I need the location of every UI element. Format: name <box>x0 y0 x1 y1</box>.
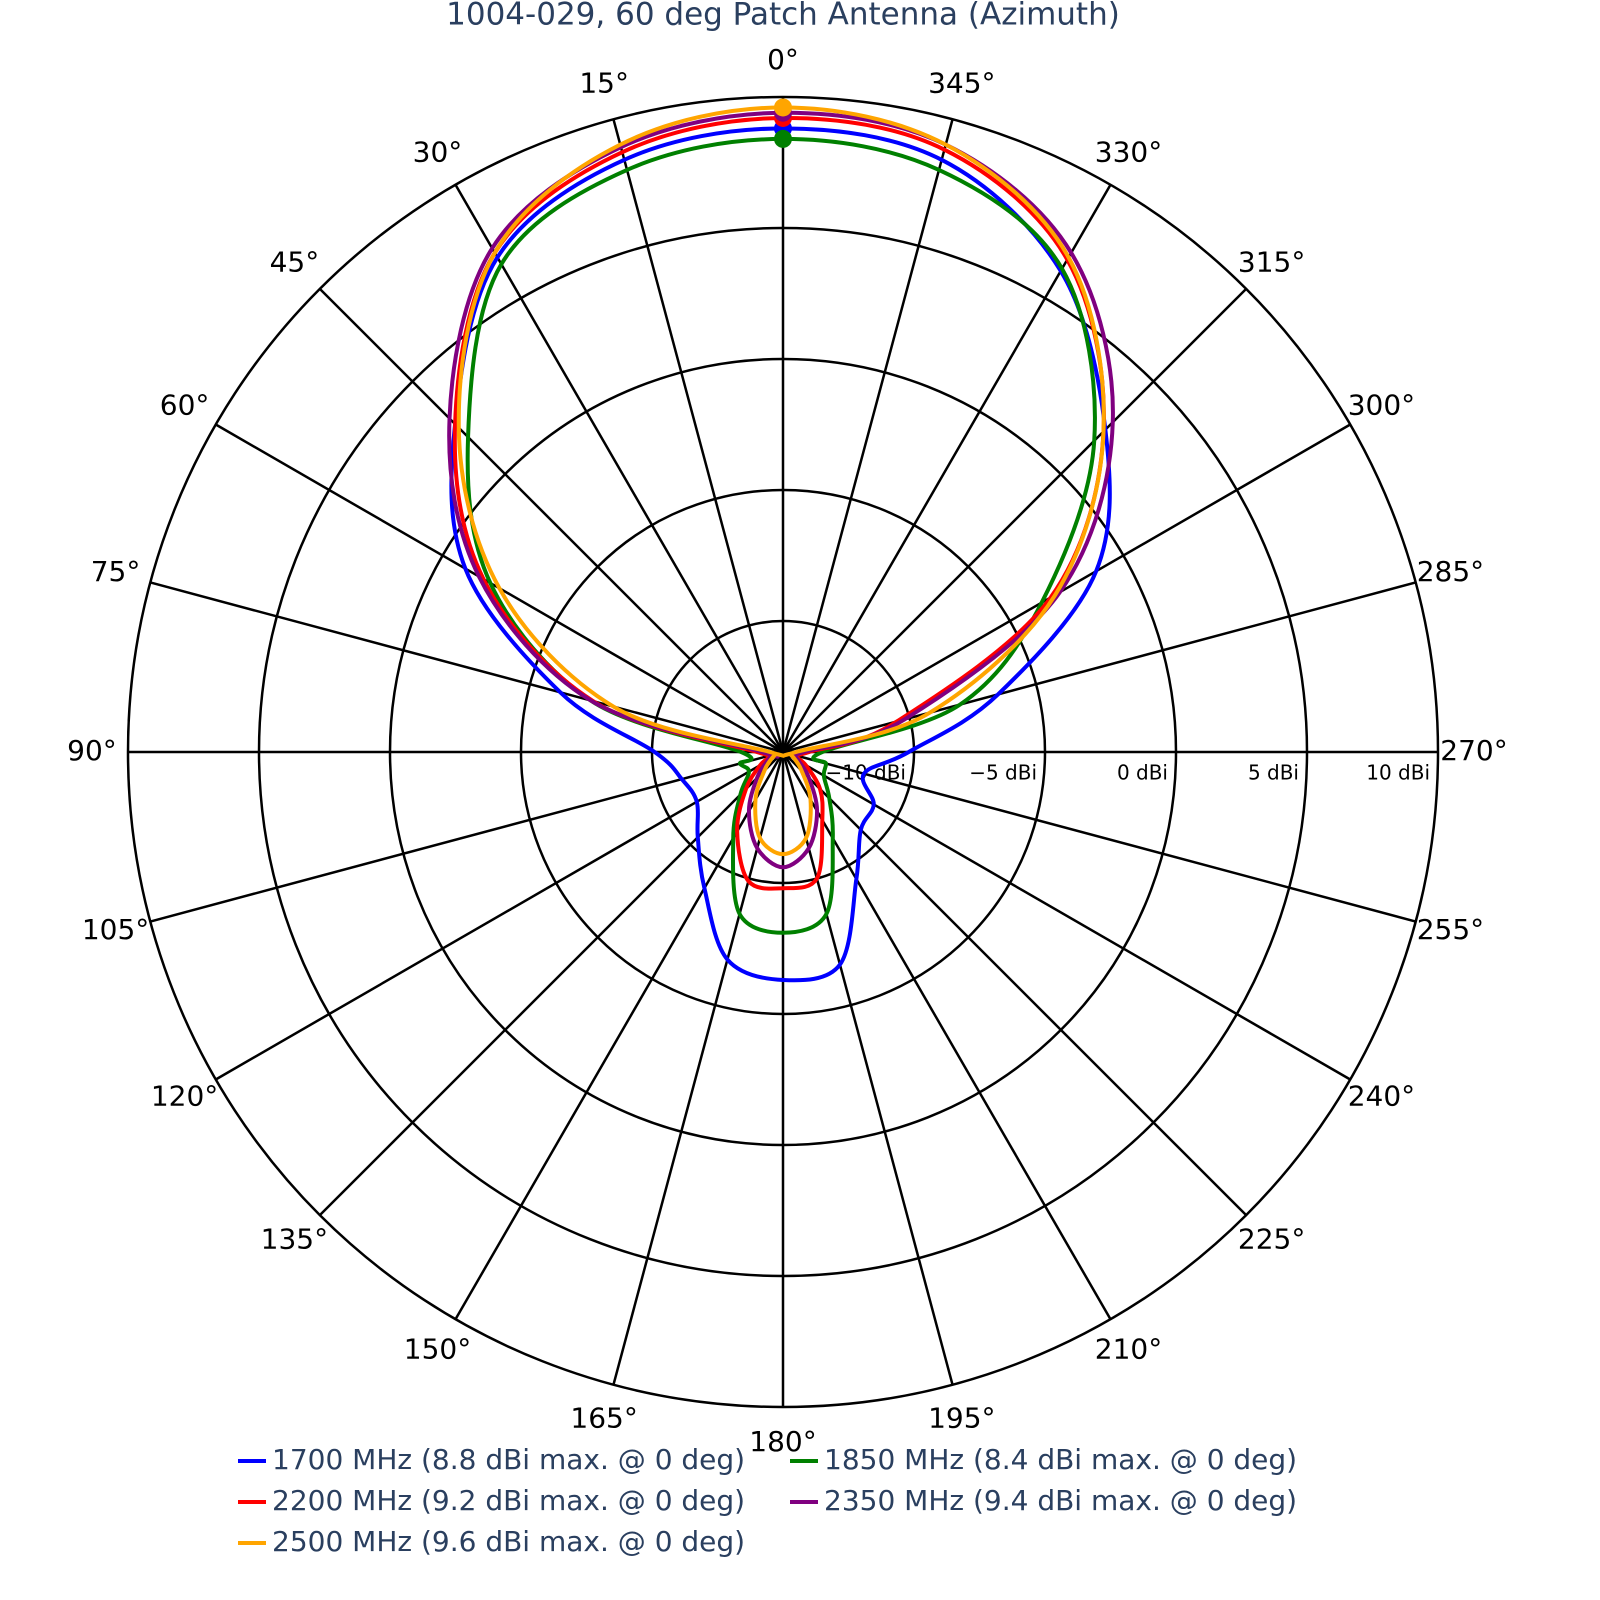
radial-tick-label: 5 dBi <box>1248 761 1299 785</box>
legend-label: 2200 MHz (9.2 dBi max. @ 0 deg) <box>272 1484 745 1517</box>
grid-spoke <box>782 750 1351 1081</box>
grid-spoke <box>781 118 954 753</box>
angular-tick-label: 90° <box>67 734 117 767</box>
angular-tick-label: 345° <box>928 67 995 100</box>
grid-spoke <box>149 750 784 923</box>
angular-tick-label: 255° <box>1417 913 1484 946</box>
angular-tick-label: 330° <box>1095 136 1162 169</box>
grid-spoke <box>781 751 954 1386</box>
angular-tick-label: 120° <box>151 1080 218 1113</box>
series-line <box>456 105 1106 857</box>
grid-spoke <box>149 581 784 754</box>
angular-tick-label: 105° <box>82 913 149 946</box>
angular-tick-label: 225° <box>1238 1223 1305 1256</box>
angular-tick-label: 240° <box>1348 1080 1415 1113</box>
grid-spoke <box>318 287 784 753</box>
angular-tick-label: 165° <box>570 1401 637 1434</box>
grid-spoke <box>318 751 784 1217</box>
grid-spoke <box>781 184 1112 753</box>
grid-spoke <box>612 751 785 1386</box>
grid-spoke <box>782 751 1248 1217</box>
angular-tick-label: 270° <box>1440 734 1507 767</box>
legend-label: 2350 MHz (9.4 dBi max. @ 0 deg) <box>824 1484 1297 1517</box>
radial-tick-label: −5 dBi <box>969 761 1037 785</box>
angular-tick-label: 60° <box>160 389 210 422</box>
angular-tick-label: 195° <box>928 1401 995 1434</box>
grid-spoke <box>782 423 1351 754</box>
peak-marker <box>774 98 792 117</box>
radial-tick-label: 0 dBi <box>1117 761 1168 785</box>
angular-tick-label: 0° <box>767 43 799 76</box>
radial-tick-label: 10 dBi <box>1366 761 1430 785</box>
grid-spoke <box>781 751 1112 1320</box>
angular-tick-label: 150° <box>404 1332 471 1365</box>
angular-tick-label: 315° <box>1238 245 1305 278</box>
grid-spoke <box>782 750 1417 923</box>
angular-tick-label: 285° <box>1417 555 1484 588</box>
series-line <box>447 110 1115 870</box>
legend-label: 1850 MHz (8.4 dBi max. @ 0 deg) <box>824 1443 1297 1476</box>
grid-spoke <box>782 287 1248 753</box>
grid-spoke <box>215 750 784 1081</box>
grid-spoke <box>782 581 1417 754</box>
grid-spoke <box>454 184 785 753</box>
angular-tick-label: 75° <box>91 555 141 588</box>
legend-label: 2500 MHz (9.6 dBi max. @ 0 deg) <box>272 1525 745 1558</box>
grid-spoke <box>612 118 785 753</box>
legend-label: 1700 MHz (8.8 dBi max. @ 0 deg) <box>272 1443 745 1476</box>
angular-tick-label: 15° <box>579 67 629 100</box>
peak-marker <box>774 129 792 148</box>
chart-title: 1004-029, 60 deg Patch Antenna (Azimuth) <box>446 0 1120 33</box>
angular-tick-label: 180° <box>749 1425 816 1458</box>
series-line <box>465 136 1097 935</box>
series-line <box>449 126 1112 983</box>
angular-tick-label: 135° <box>261 1223 328 1256</box>
angular-tick-label: 210° <box>1095 1332 1162 1365</box>
angular-tick-label: 300° <box>1348 389 1415 422</box>
angular-tick-label: 45° <box>270 245 320 278</box>
angular-tick-label: 30° <box>413 136 463 169</box>
grid-spoke <box>454 751 785 1320</box>
